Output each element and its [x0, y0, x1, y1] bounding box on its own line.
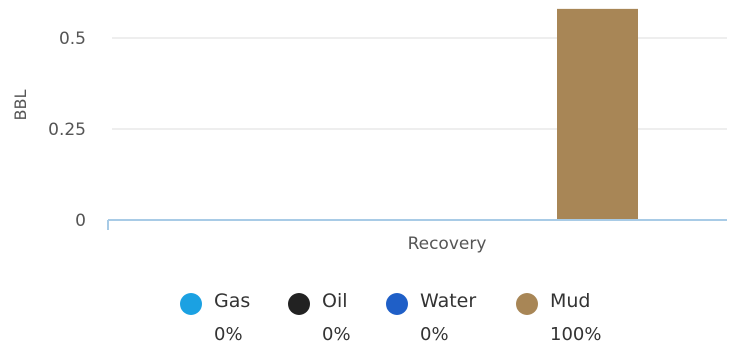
legend-marker — [180, 293, 202, 315]
legend-label: Water — [420, 290, 477, 312]
legend-marker — [288, 293, 310, 315]
legend-marker — [516, 293, 538, 315]
legend-percent: 100% — [550, 324, 602, 345]
y-tick-label: 0.25 — [48, 120, 86, 140]
chart-canvas: 0 0.25 0.5 Recovery BBL — [11, 8, 727, 254]
legend-label: Oil — [322, 290, 348, 312]
y-axis-label: BBL — [11, 89, 30, 120]
legend-label: Gas — [214, 290, 251, 312]
legend-marker — [386, 293, 408, 315]
legend-item-mud[interactable]: Mud 100% — [516, 286, 636, 348]
legend-percent: 0% — [214, 324, 243, 345]
chart-legend: Gas 0% Oil 0% Water 0% Mud 100% — [0, 286, 733, 348]
legend-percent: 0% — [420, 324, 449, 345]
y-tick-label: 0 — [75, 211, 86, 231]
legend-item-gas[interactable]: Gas 0% — [180, 286, 300, 348]
bars — [557, 8, 638, 220]
legend-label: Mud — [550, 290, 591, 312]
x-axis-label: Recovery — [408, 234, 487, 254]
y-axis-ticks: 0 0.25 0.5 — [48, 29, 86, 231]
y-tick-label: 0.5 — [59, 29, 86, 49]
legend-item-water[interactable]: Water 0% — [386, 286, 506, 348]
legend-item-oil[interactable]: Oil 0% — [288, 286, 408, 348]
legend-percent: 0% — [322, 324, 351, 345]
bar-mud — [557, 8, 638, 220]
